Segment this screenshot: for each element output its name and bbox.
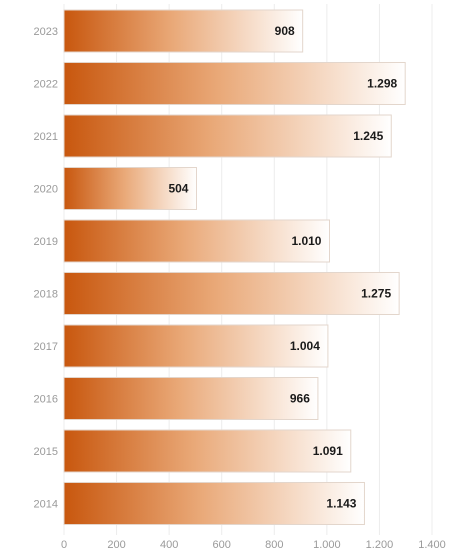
x-tick-label: 400 bbox=[160, 539, 178, 551]
bar bbox=[63, 167, 197, 210]
category-label: 2021 bbox=[34, 131, 58, 143]
x-axis-tick-labels: 0 200 400 600 800 1.000 1.200 1.400 bbox=[61, 539, 446, 551]
bar bbox=[63, 482, 365, 525]
x-tick-label: 1.200 bbox=[366, 539, 394, 551]
bars bbox=[63, 9, 406, 525]
category-label: 2023 bbox=[34, 26, 58, 38]
category-label: 2014 bbox=[34, 499, 58, 511]
bar bbox=[63, 9, 304, 53]
bar bbox=[63, 62, 406, 105]
value-labels: 908 1.298 1.245 504 1.010 1.275 1.004 966 1.091 1… bbox=[168, 24, 397, 511]
category-labels: 2023 2022 2021 2020 2019 2018 2017 2016 2015 2014 bbox=[34, 26, 58, 511]
x-tick-label: 800 bbox=[265, 539, 283, 551]
bar bbox=[63, 429, 352, 473]
data-label: 1.004 bbox=[290, 339, 320, 353]
data-label: 1.091 bbox=[313, 444, 343, 458]
bar bbox=[63, 272, 400, 315]
data-label: 1.245 bbox=[353, 129, 383, 143]
x-tick-label: 1.000 bbox=[313, 539, 341, 551]
bar bbox=[63, 324, 329, 368]
category-label: 2016 bbox=[34, 394, 58, 406]
data-label: 1.143 bbox=[326, 497, 356, 511]
data-label: 966 bbox=[290, 392, 310, 406]
x-tick-label: 600 bbox=[213, 539, 231, 551]
x-tick-label: 0 bbox=[61, 539, 67, 551]
category-label: 2022 bbox=[34, 79, 58, 91]
x-tick-label: 200 bbox=[107, 539, 125, 551]
category-label: 2017 bbox=[34, 341, 58, 353]
category-label: 2018 bbox=[34, 289, 58, 301]
data-label: 1.275 bbox=[361, 287, 391, 301]
category-label: 2015 bbox=[34, 446, 58, 458]
bar bbox=[63, 219, 330, 263]
bar bbox=[63, 377, 319, 420]
x-tick-label: 1.400 bbox=[418, 539, 446, 551]
data-label: 1.010 bbox=[291, 234, 321, 248]
data-label: 504 bbox=[168, 182, 188, 196]
data-label: 908 bbox=[275, 24, 295, 38]
bar bbox=[63, 114, 392, 158]
data-label: 1.298 bbox=[367, 77, 397, 91]
category-label: 2020 bbox=[34, 184, 58, 196]
category-label: 2019 bbox=[34, 236, 58, 248]
